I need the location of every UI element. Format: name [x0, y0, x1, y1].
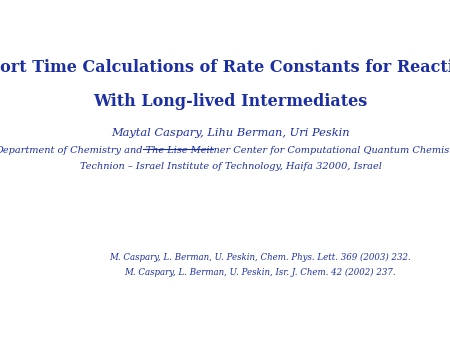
- Text: Maytal Caspary, Lihu Berman, Uri Peskin: Maytal Caspary, Lihu Berman, Uri Peskin: [111, 128, 350, 138]
- Text: Short Time Calculations of Rate Constants for Reactions: Short Time Calculations of Rate Constant…: [0, 59, 450, 76]
- Text: M. Caspary, L. Berman, U. Peskin, Isr. J. Chem. 42 (2002) 237.: M. Caspary, L. Berman, U. Peskin, Isr. J…: [125, 268, 396, 277]
- Text: With Long-lived Intermediates: With Long-lived Intermediates: [94, 93, 368, 110]
- Text: M. Caspary, L. Berman, U. Peskin, Chem. Phys. Lett. 369 (2003) 232.: M. Caspary, L. Berman, U. Peskin, Chem. …: [109, 253, 411, 262]
- Text: Technion – Israel Institute of Technology, Haifa 32000, Israel: Technion – Israel Institute of Technolog…: [80, 162, 382, 171]
- Text: Department of Chemistry and The Lise Meitner Center for Computational Quantum Ch: Department of Chemistry and The Lise Mei…: [0, 146, 450, 155]
